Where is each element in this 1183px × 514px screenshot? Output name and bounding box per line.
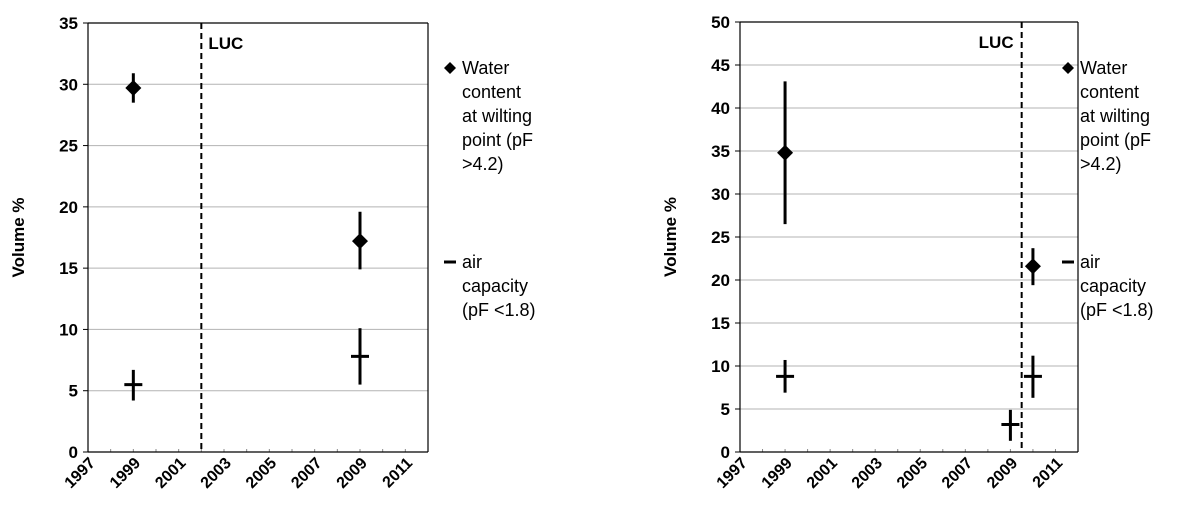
wilting-point-marker <box>125 79 142 96</box>
legend-wilting-label: point (pF <box>1080 130 1151 150</box>
y-axis-label: Volume % <box>9 198 28 278</box>
legend-wilting-label: Water <box>1080 58 1127 78</box>
y-tick-label: 15 <box>59 259 78 278</box>
y-tick-label: 50 <box>711 13 730 32</box>
y-tick-label: 20 <box>59 198 78 217</box>
legend-wilting-label: >4.2) <box>1080 154 1122 174</box>
legend: Water content at wilting point (pF >4.2) air c… <box>444 58 536 320</box>
legend-wilting-marker <box>444 62 456 74</box>
y-tick-label: 0 <box>721 443 730 462</box>
legend-air-label: air <box>462 252 482 272</box>
y-tick-label: 40 <box>711 99 730 118</box>
x-tick-label: 1999 <box>759 455 796 492</box>
x-tick-label: 2009 <box>334 455 371 492</box>
legend-wilting-label: content <box>462 82 521 102</box>
y-tick-label: 5 <box>69 382 78 401</box>
x-tick-label: 2005 <box>243 455 280 492</box>
legend-wilting-label: Water <box>462 58 509 78</box>
y-tick-label: 0 <box>69 443 78 462</box>
legend-air-label: capacity <box>1080 276 1146 296</box>
y-tick-label: 30 <box>711 185 730 204</box>
y-tick-label: 15 <box>711 314 730 333</box>
wilting-point-marker <box>777 144 794 161</box>
legend: Water content at wilting point (pF >4.2) air c… <box>1062 58 1154 320</box>
legend-wilting-label: point (pF <box>462 130 533 150</box>
x-tick-label: 2011 <box>380 455 417 492</box>
x-tick-label: 2011 <box>1030 455 1067 492</box>
y-tick-label: 35 <box>59 14 78 33</box>
legend-air-label: air <box>1080 252 1100 272</box>
y-tick-label: 10 <box>59 320 78 339</box>
x-tick-label: 2005 <box>894 455 931 492</box>
y-axis-label: Volume % <box>661 197 680 277</box>
legend-wilting-marker <box>1062 62 1074 74</box>
x-tick-label: 2007 <box>939 455 976 492</box>
x-tick-label: 2003 <box>198 455 235 492</box>
legend-wilting-label: at wilting <box>462 106 532 126</box>
y-tick-label: 20 <box>711 271 730 290</box>
luc-label: LUC <box>208 34 243 53</box>
legend-wilting-label: content <box>1080 82 1139 102</box>
y-tick-label: 5 <box>721 400 730 419</box>
wilting-point-marker <box>1024 258 1041 275</box>
y-tick-label: 30 <box>59 75 78 94</box>
x-tick-label: 1997 <box>714 455 751 492</box>
x-tick-label: 2007 <box>288 455 325 492</box>
chart-right: 0 5 10 15 20 25 30 35 40 45 50 1997 1999 2001 2003 2005… <box>661 13 1154 492</box>
x-tick-label: 2001 <box>152 455 189 492</box>
legend-wilting-label: at wilting <box>1080 106 1150 126</box>
wilting-point-marker <box>352 233 368 250</box>
x-tick-label: 1999 <box>107 455 144 492</box>
x-tick-label: 2003 <box>849 455 886 492</box>
y-tick-label: 25 <box>59 137 78 156</box>
y-tick-label: 10 <box>711 357 730 376</box>
y-tick-label: 25 <box>711 228 730 247</box>
x-tick-label: 1997 <box>62 455 99 492</box>
y-tick-label: 45 <box>711 56 730 75</box>
legend-air-label: (pF <1.8) <box>1080 300 1154 320</box>
luc-label: LUC <box>979 33 1014 52</box>
y-tick-label: 35 <box>711 142 730 161</box>
x-tick-label: 2001 <box>804 455 841 492</box>
legend-air-label: capacity <box>462 276 528 296</box>
legend-air-label: (pF <1.8) <box>462 300 536 320</box>
legend-wilting-label: >4.2) <box>462 154 504 174</box>
x-tick-label: 2009 <box>984 455 1021 492</box>
